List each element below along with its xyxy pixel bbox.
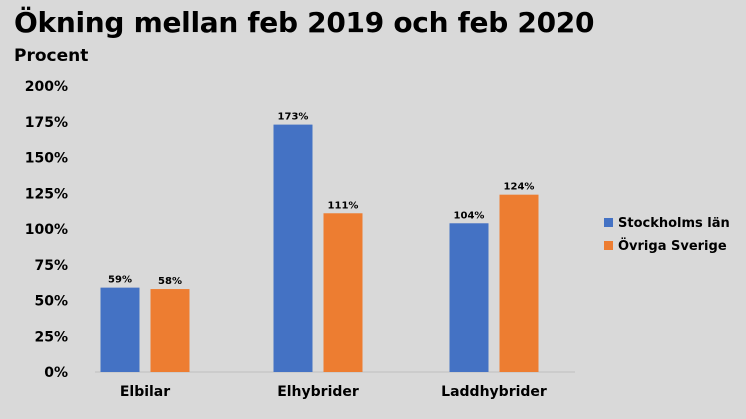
bar-stockholms-lan-elhybrider [273, 124, 313, 372]
x-tick-label-laddhybrider: Laddhybrider [441, 384, 547, 400]
bar-ovriga-sverige-elbilar [150, 289, 190, 372]
legend-label-ovriga-sverige: Övriga Sverige [618, 238, 727, 254]
legend-swatch-stockholms-lan [604, 218, 613, 227]
bar-stockholms-lan-elbilar [100, 287, 140, 372]
bar-ovriga-sverige-elhybrider [323, 213, 363, 372]
y-tick-label-125: 125% [25, 186, 68, 202]
y-tick-label-75: 75% [34, 258, 68, 274]
y-tick-label-0: 0% [44, 365, 68, 381]
data-label: 59% [108, 275, 132, 286]
bar-stockholms-lan-laddhybrider [449, 223, 489, 372]
y-tick-label-100: 100% [25, 222, 68, 238]
data-label: 104% [454, 210, 485, 221]
data-label: 124% [504, 182, 535, 193]
y-tick-label-200: 200% [25, 79, 68, 95]
legend-swatch-ovriga-sverige [604, 241, 613, 250]
y-tick-label-150: 150% [25, 151, 68, 167]
legend-label-stockholms-lan: Stockholms län [618, 216, 730, 231]
bar-ovriga-sverige-laddhybrider [499, 194, 539, 372]
y-tick-label-25: 25% [34, 329, 68, 345]
data-label: 58% [158, 276, 182, 287]
y-tick-label-175: 175% [25, 115, 68, 131]
data-label: 173% [278, 112, 309, 123]
x-tick-label-elbilar: Elbilar [120, 384, 170, 400]
chart-subtitle: Procent [14, 46, 89, 66]
x-tick-label-elhybrider: Elhybrider [277, 384, 359, 400]
data-label: 111% [328, 200, 359, 211]
y-tick-label-50: 50% [34, 294, 68, 310]
chart-title: Ökning mellan feb 2019 och feb 2020 [14, 6, 595, 39]
